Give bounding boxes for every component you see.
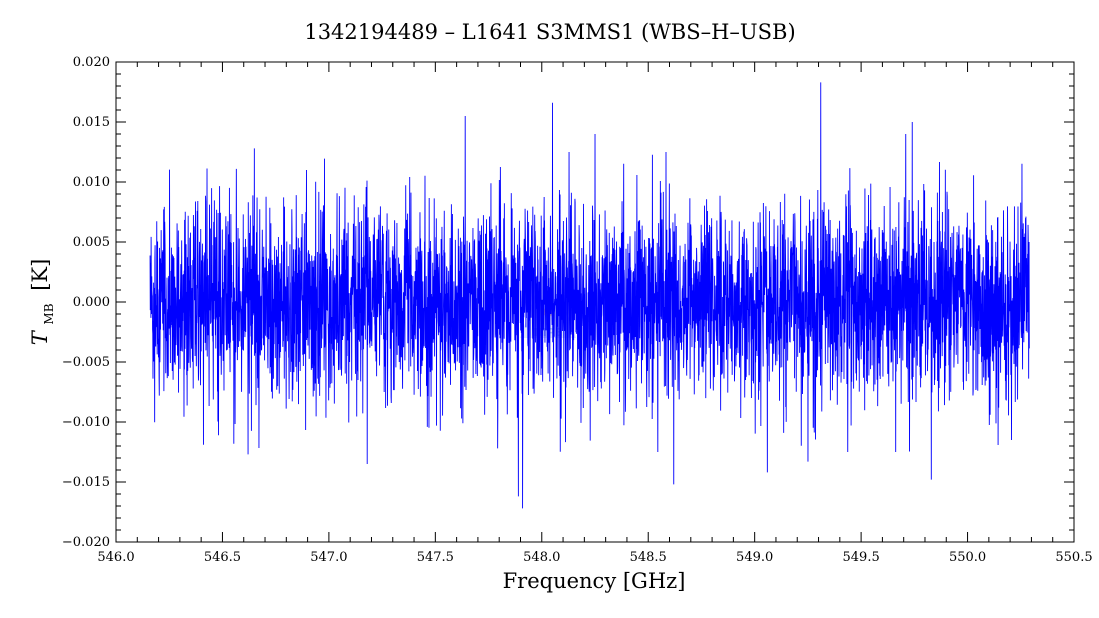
y-tick-label: 0.000 [73, 295, 110, 310]
x-tick-label: 546.5 [204, 550, 241, 565]
x-tick-label: 548.0 [523, 550, 560, 565]
x-tick-label: 549.5 [843, 550, 880, 565]
y-tick-label: 0.005 [73, 235, 110, 250]
y-tick-label: −0.020 [62, 535, 110, 550]
series-layer [149, 82, 1030, 509]
x-axis-title: Frequency [GHz] [503, 569, 686, 593]
y-tick-label: −0.010 [62, 415, 110, 430]
y-tick-label: 0.010 [73, 175, 110, 190]
spectrum-line [149, 82, 1030, 509]
svg-text:T MB [K]: T MB [K] [28, 259, 58, 346]
x-tick-label: 550.0 [949, 550, 986, 565]
y-axis-title: T MB [K] [28, 259, 58, 346]
x-tick-label: 549.0 [736, 550, 773, 565]
x-tick-label: 547.0 [310, 550, 347, 565]
x-tick-label: 547.5 [417, 550, 454, 565]
x-axis: 546.0 546.5 547.0 547.5 548.0 548.5 549.0 549.5… [97, 62, 1093, 565]
y-axis-title-subscript: MB [42, 303, 56, 324]
y-tick-label: −0.015 [62, 475, 110, 490]
y-tick-label: 0.020 [73, 55, 110, 70]
x-tick-label: 548.5 [630, 550, 667, 565]
y-axis: −0.020 −0.015 −0.010 −0.005 0.000 0.005 0.010 0… [62, 55, 1074, 550]
y-tick-label: 0.015 [73, 115, 110, 130]
y-axis-title-unit: [K] [28, 259, 52, 291]
x-tick-label: 546.0 [97, 550, 134, 565]
y-tick-label: −0.005 [62, 355, 110, 370]
chart-title: 1342194489 – L1641 S3MMS1 (WBS–H–USB) [304, 20, 795, 44]
y-axis-title-symbol: T [28, 329, 52, 345]
x-tick-label: 550.5 [1055, 550, 1092, 565]
